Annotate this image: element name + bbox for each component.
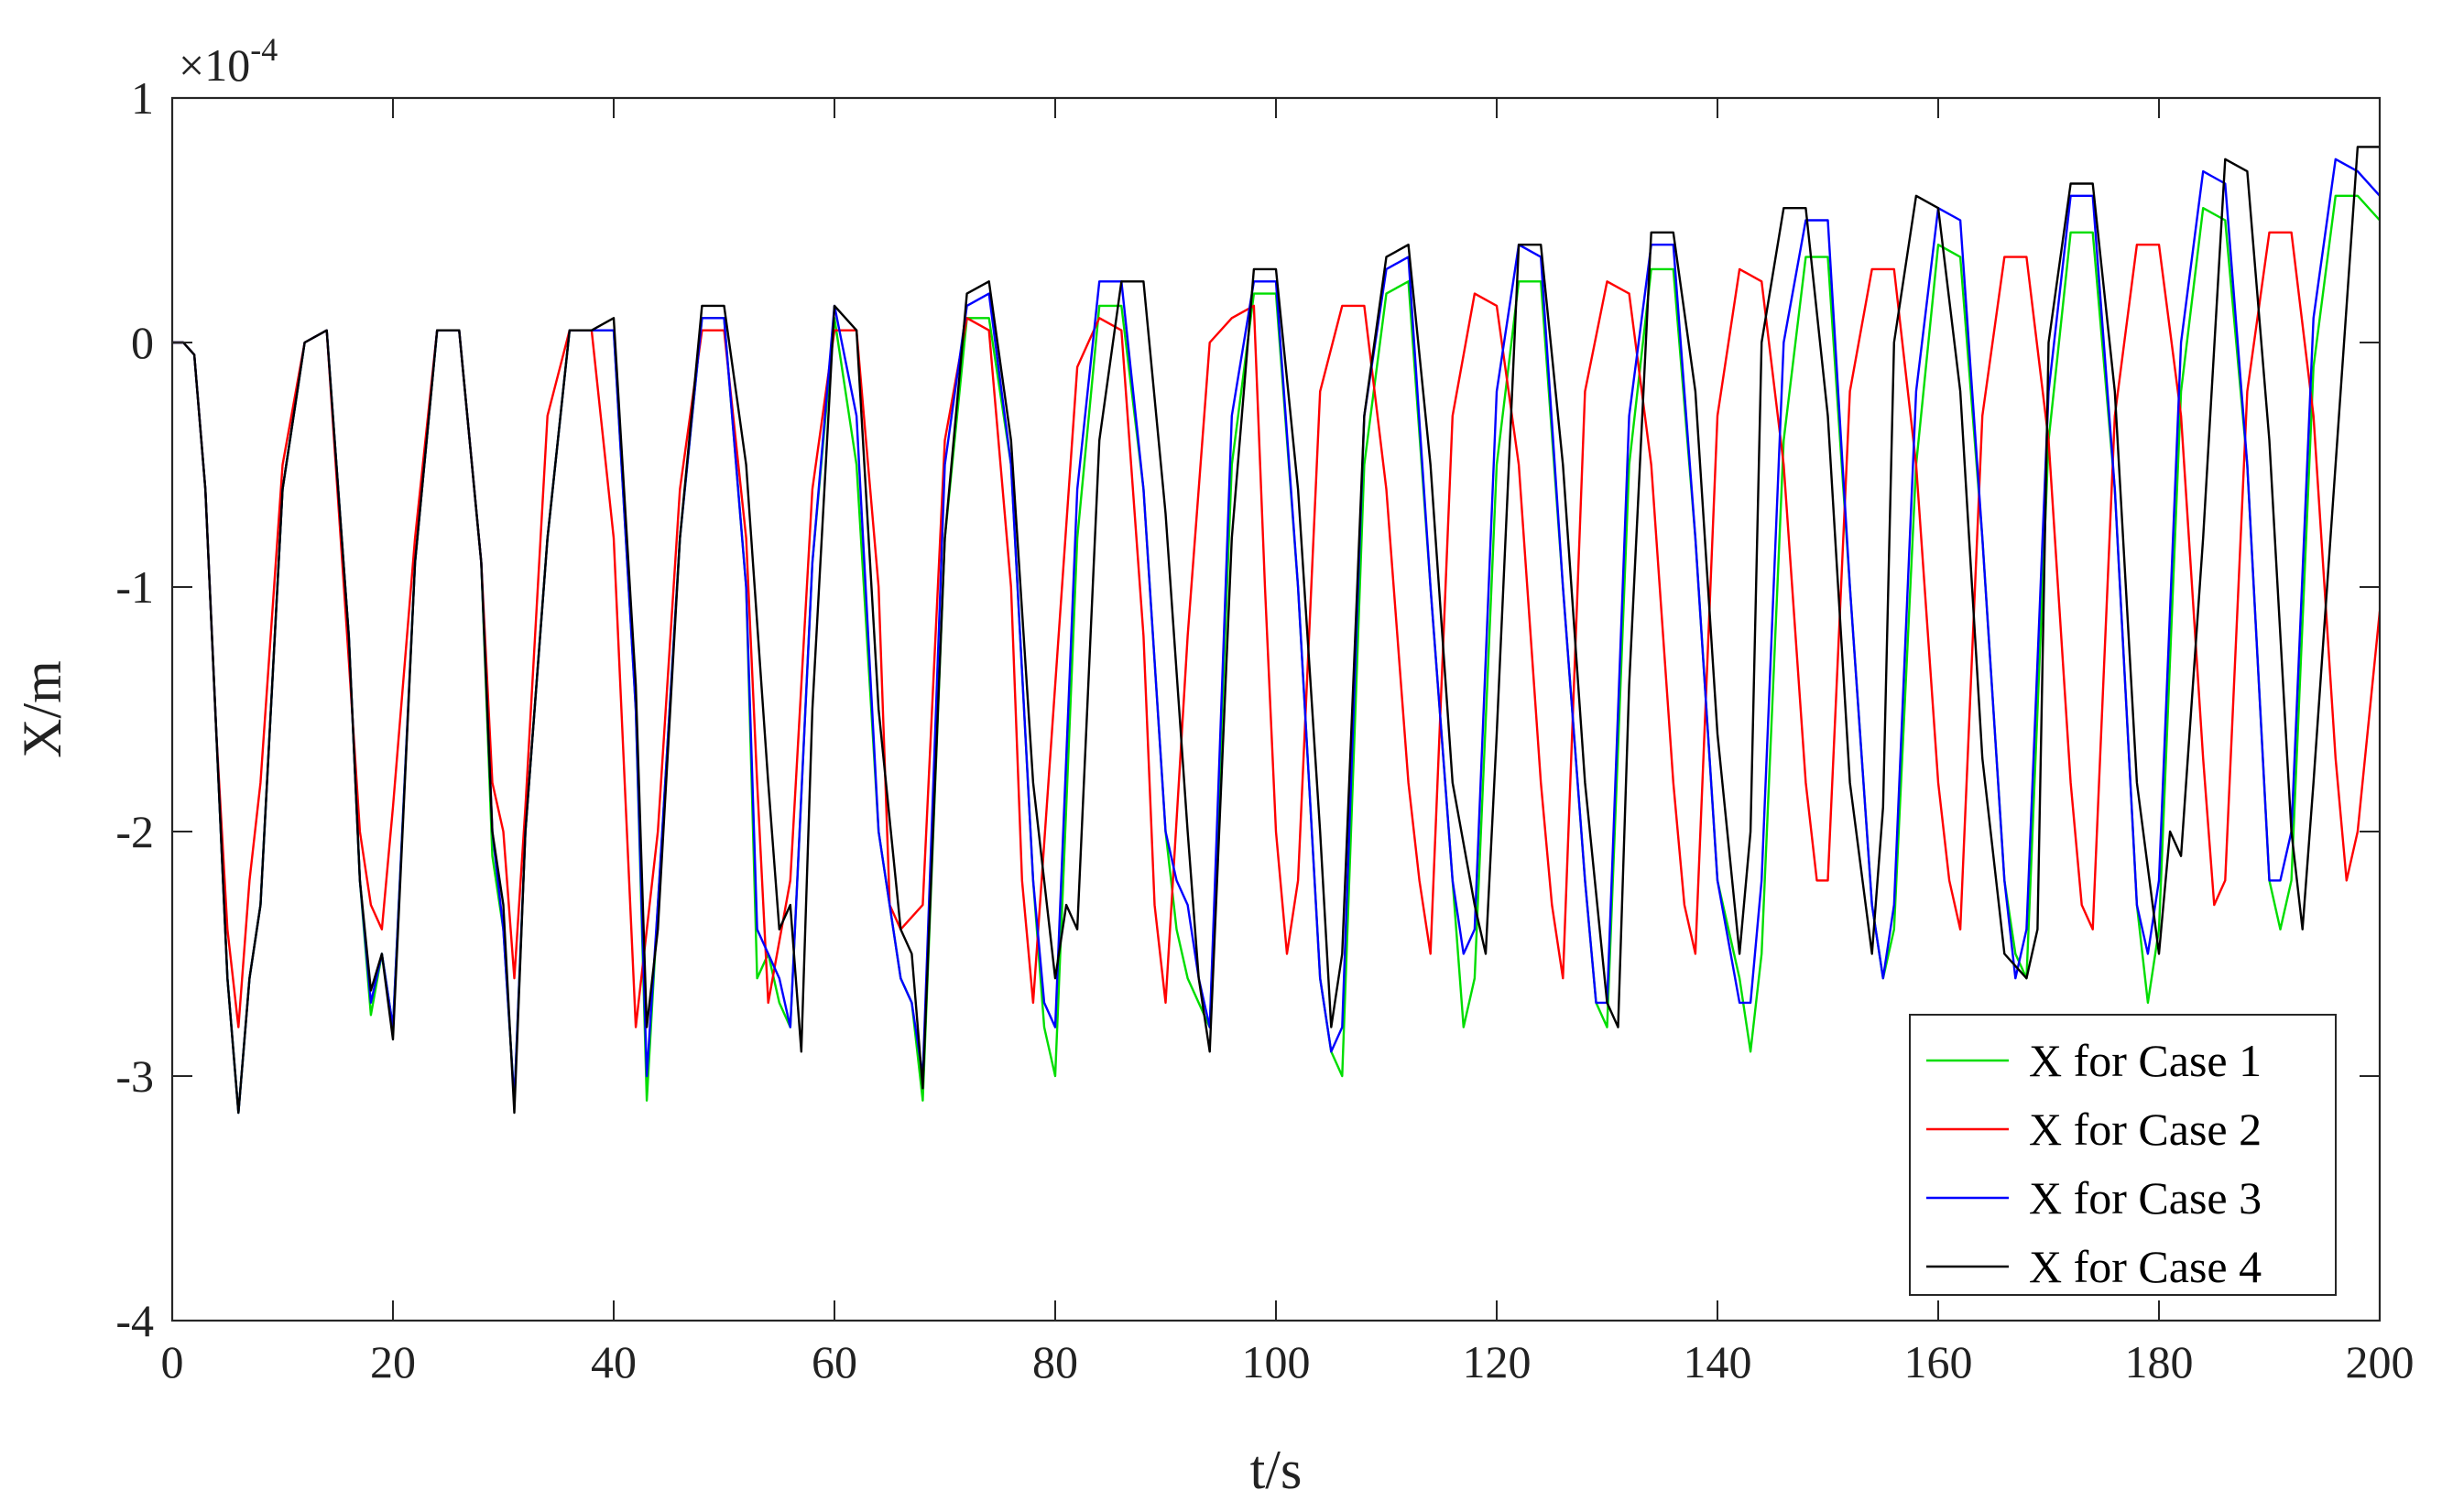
x-tick-label: 100 (1242, 1336, 1311, 1387)
y-exponent-label: ×10-4 (179, 31, 278, 91)
y-tick-label: 0 (131, 317, 154, 368)
y-tick-label: 1 (131, 72, 154, 124)
legend-label-case-1: X for Case 1 (2029, 1035, 2262, 1086)
x-tick-label: 80 (1032, 1336, 1078, 1387)
legend-label-case-2: X for Case 2 (2029, 1104, 2262, 1155)
labels-layer: 0 20 40 60 80 100 120 140 160 180 200 -4 -3 -2 -1 0 1 ×10… (12, 31, 2415, 1500)
y-axis-label: X/m (12, 660, 72, 758)
x-tick-label: 40 (591, 1336, 637, 1387)
x-tick-label: 160 (1904, 1336, 1973, 1387)
y-tick-label: -3 (115, 1050, 154, 1102)
series-line-case-4 (172, 146, 2380, 1115)
legend-label-case-3: X for Case 3 (2029, 1172, 2262, 1224)
y-tick-label: -1 (115, 561, 154, 613)
x-tick-label: 140 (1684, 1336, 1752, 1387)
x-tick-label: 60 (812, 1336, 857, 1387)
x-tick-label: 180 (2125, 1336, 2194, 1387)
x-tick-label: 120 (1463, 1336, 1532, 1387)
series-layer (172, 146, 2380, 1115)
y-tick-label: -2 (115, 806, 154, 857)
y-tick-label: -4 (115, 1295, 154, 1346)
legend: X for Case 1 X for Case 2 X for Case 3 X fo… (1909, 1014, 2337, 1296)
x-tick-label: 0 (161, 1336, 184, 1387)
x-tick-label: 20 (370, 1336, 416, 1387)
legend-label-case-4: X for Case 4 (2029, 1241, 2262, 1292)
x-tick-label: 200 (2346, 1336, 2415, 1387)
axes-layer (170, 96, 2382, 1322)
x-axis-label: t/s (1250, 1440, 1303, 1500)
